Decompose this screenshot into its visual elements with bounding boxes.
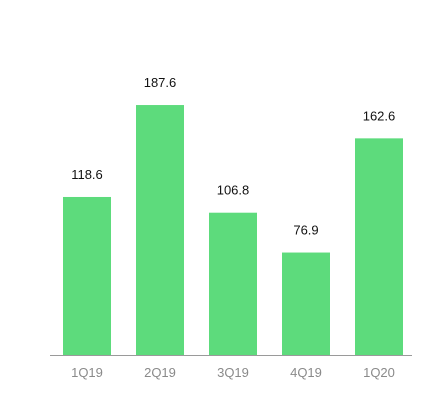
x-tick-label-3q19: 3Q19: [217, 365, 249, 380]
bar-1q20: [355, 138, 403, 355]
x-tick-label-4q19: 4Q19: [290, 365, 322, 380]
value-labels-layer: 118.6 187.6 106.8 76.9 162.6: [71, 75, 395, 237]
bar-2q19: [136, 105, 184, 355]
x-tick-label-1q19: 1Q19: [71, 365, 103, 380]
value-label-1q19: 118.6: [71, 167, 103, 182]
bar-1q19: [63, 196, 111, 355]
bars-layer: [63, 105, 403, 355]
value-label-4q19: 76.9: [293, 223, 318, 238]
value-label-2q19: 187.6: [144, 75, 177, 90]
x-tick-label-2q19: 2Q19: [144, 365, 176, 380]
value-label-3q19: 106.8: [217, 183, 250, 198]
value-label-1q20: 162.6: [363, 108, 396, 123]
bar-3q19: [209, 212, 257, 355]
x-tick-label-1q20: 1Q20: [363, 365, 395, 380]
bar-4q19: [282, 252, 330, 355]
x-tick-labels-layer: 1Q19 2Q19 3Q19 4Q19 1Q20: [71, 365, 395, 380]
